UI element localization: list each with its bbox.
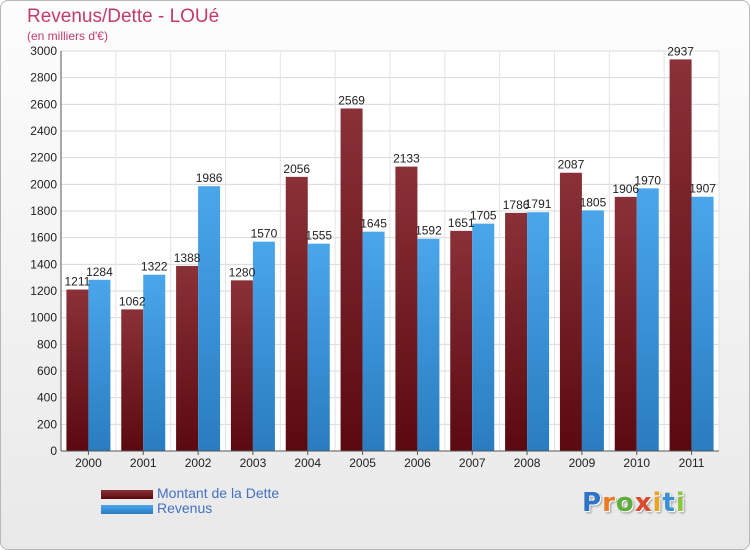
- axis-layer: 0 200 400 600 800 1000 1200 1400 1600 1800 2000 220…: [30, 44, 719, 470]
- bar-dette: [66, 289, 89, 451]
- bar-dette: [285, 176, 308, 451]
- data-label-revenus: 1570: [251, 227, 278, 241]
- data-label-revenus: 1970: [634, 173, 661, 187]
- y-tick-label: 800: [37, 337, 57, 351]
- legend-label-revenus: Revenus: [157, 500, 213, 516]
- bar-revenus: [691, 196, 714, 451]
- x-tick-label: 2007: [459, 456, 486, 470]
- logo-letter: t: [662, 488, 676, 518]
- x-tick-label: 2009: [569, 456, 596, 470]
- data-label-dette: 1651: [448, 216, 475, 230]
- data-label-revenus: 1555: [305, 229, 332, 243]
- data-label-revenus: 1705: [470, 209, 497, 223]
- bar-dette: [450, 230, 473, 451]
- bar-revenus: [88, 279, 111, 451]
- bar-revenus: [581, 210, 604, 451]
- y-tick-label: 200: [37, 417, 57, 431]
- data-label-dette: 2937: [667, 44, 694, 58]
- x-tick-label: 2010: [623, 456, 650, 470]
- bar-revenus: [527, 212, 550, 451]
- legend-swatch-revenus: [101, 505, 153, 514]
- bar-dette: [395, 166, 418, 451]
- y-tick-label: 0: [50, 444, 57, 458]
- y-tick-label: 1200: [30, 284, 57, 298]
- y-tick-label: 2800: [30, 71, 57, 85]
- bar-dette: [176, 265, 199, 451]
- bar-dette: [505, 212, 528, 451]
- data-label-revenus: 1322: [141, 260, 168, 274]
- bar-dette: [669, 59, 692, 452]
- y-tick-label: 2600: [30, 97, 57, 111]
- y-tick-label: 400: [37, 391, 57, 405]
- bar-revenus: [417, 238, 440, 451]
- logo-letter: i: [675, 488, 686, 518]
- y-tick-label: 2400: [30, 124, 57, 138]
- data-label-dette: 1786: [503, 198, 530, 212]
- data-label-revenus: 1284: [86, 265, 113, 279]
- data-label-dette: 2056: [283, 162, 310, 176]
- bar-revenus: [198, 186, 221, 451]
- bar-revenus: [143, 274, 166, 451]
- bar-layer: [66, 59, 714, 452]
- data-label-revenus: 1805: [580, 195, 607, 209]
- data-label-dette: 2087: [558, 158, 585, 172]
- x-tick-label: 2002: [185, 456, 212, 470]
- y-tick-label: 2000: [30, 177, 57, 191]
- chart-title: Revenus/Dette - LOUé: [27, 6, 220, 27]
- y-tick-label: 1800: [30, 204, 57, 218]
- x-tick-label: 2003: [240, 456, 267, 470]
- x-tick-label: 2008: [514, 456, 541, 470]
- data-label-revenus: 1791: [525, 197, 552, 211]
- x-tick-label: 2001: [130, 456, 157, 470]
- x-tick-label: 2004: [294, 456, 321, 470]
- legend-label-dette: Montant de la Dette: [157, 485, 280, 501]
- bar-revenus: [362, 231, 385, 451]
- data-label-dette: 1211: [65, 275, 91, 289]
- bar-dette: [121, 309, 144, 451]
- x-tick-label: 2011: [679, 456, 705, 470]
- bar-dette: [340, 108, 363, 451]
- bar-revenus: [472, 223, 495, 451]
- data-label-revenus: 1592: [415, 224, 442, 238]
- x-tick-label: 2005: [349, 456, 376, 470]
- y-tick-label: 600: [37, 364, 57, 378]
- y-tick-label: 1600: [30, 231, 57, 245]
- logo-letter: i: [652, 488, 663, 518]
- bar-dette: [230, 280, 253, 451]
- data-label-dette: 1062: [119, 294, 146, 308]
- data-label-dette: 1906: [612, 182, 639, 196]
- logo-letter: r: [602, 488, 616, 518]
- y-tick-label: 3000: [30, 44, 57, 58]
- bar-revenus: [252, 241, 275, 451]
- data-label-dette: 1280: [229, 265, 256, 279]
- x-tick-label: 2000: [75, 456, 102, 470]
- proxiti-logo: Proxiti: [582, 488, 686, 518]
- y-tick-label: 2200: [30, 151, 57, 165]
- data-label-revenus: 1986: [196, 171, 223, 185]
- y-tick-label: 1000: [30, 311, 57, 325]
- bar-dette: [559, 172, 582, 451]
- chart-subtitle: (en milliers d'€): [27, 29, 108, 43]
- y-tick-label: 1400: [30, 257, 57, 271]
- bar-revenus: [636, 188, 659, 452]
- x-tick-label: 2006: [404, 456, 431, 470]
- logo-letter: o: [615, 488, 635, 518]
- data-label-dette: 2133: [393, 152, 420, 166]
- data-label-revenus: 1645: [360, 217, 387, 231]
- bar-revenus: [307, 243, 330, 451]
- bar-dette: [614, 196, 637, 451]
- logo-letter: P: [582, 488, 603, 518]
- legend-swatch-dette: [101, 490, 153, 499]
- data-label-dette: 1388: [174, 251, 201, 265]
- data-label-revenus: 1907: [689, 182, 716, 196]
- logo-letter: x: [634, 488, 653, 518]
- data-label-dette: 2569: [338, 93, 365, 107]
